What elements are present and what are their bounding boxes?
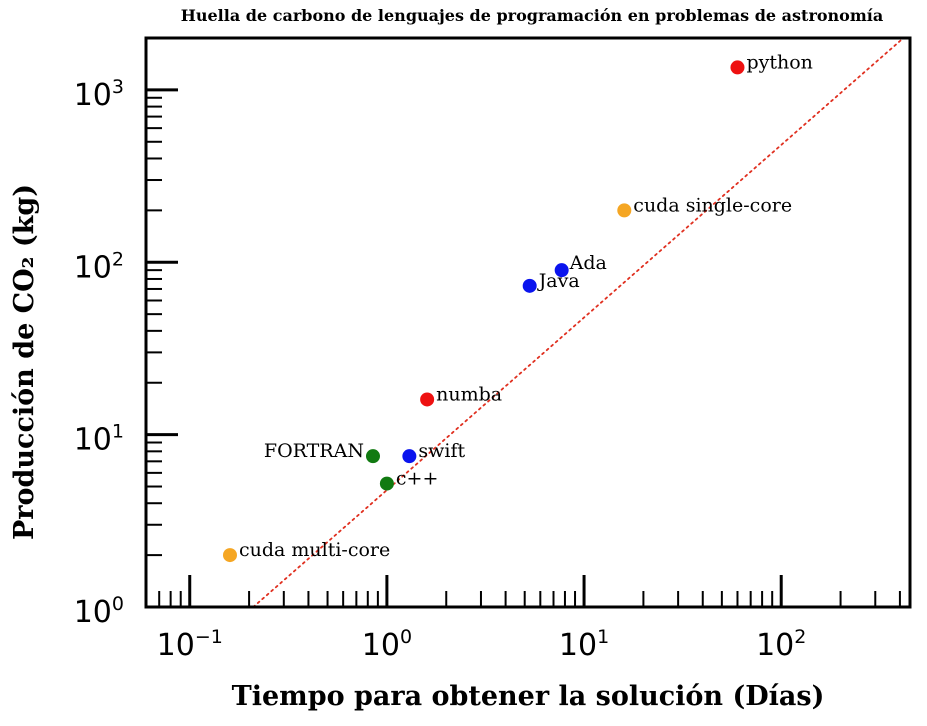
y-tick-label: 100 — [74, 593, 124, 630]
x-tick-label: 101 — [559, 626, 609, 663]
x-tick-label: 102 — [756, 626, 806, 663]
x-axis-label: Tiempo para obtener la solución (Días) — [232, 681, 825, 712]
data-point — [554, 263, 569, 278]
point-label: python — [746, 51, 812, 73]
y-axis-label: Producción de CO₂ (kg) — [9, 184, 40, 540]
chart-title: Huella de carbono de lenguajes de progra… — [181, 6, 883, 25]
axis-ticks — [145, 37, 901, 609]
plot-frame — [144, 36, 912, 609]
point-label: swift — [418, 440, 465, 462]
data-point — [379, 476, 394, 491]
y-tick-label: 101 — [74, 421, 124, 458]
point-label: cuda multi-core — [239, 539, 390, 561]
point-label: Java — [537, 270, 580, 292]
y-tick-labels: 100 101 102 103 — [74, 76, 124, 630]
point-label: c++ — [396, 468, 438, 490]
x-tick-label: 100 — [362, 626, 412, 663]
data-point — [402, 449, 417, 464]
y-tick-label: 102 — [74, 248, 124, 285]
point-label: Ada — [569, 252, 607, 274]
data-point — [617, 203, 632, 218]
data-point — [420, 392, 435, 407]
data-point — [522, 278, 537, 293]
data-point — [222, 548, 237, 563]
data-point — [365, 449, 380, 464]
reference-line — [252, 38, 905, 607]
x-tick-labels: 10−1 100 101 102 — [157, 626, 807, 663]
point-label: FORTRAN — [264, 440, 364, 462]
point-label: cuda single-core — [633, 194, 792, 216]
point-label: numba — [436, 383, 502, 405]
data-point — [730, 60, 745, 75]
y-tick-label: 103 — [74, 76, 124, 113]
x-tick-label: 10−1 — [157, 626, 223, 663]
